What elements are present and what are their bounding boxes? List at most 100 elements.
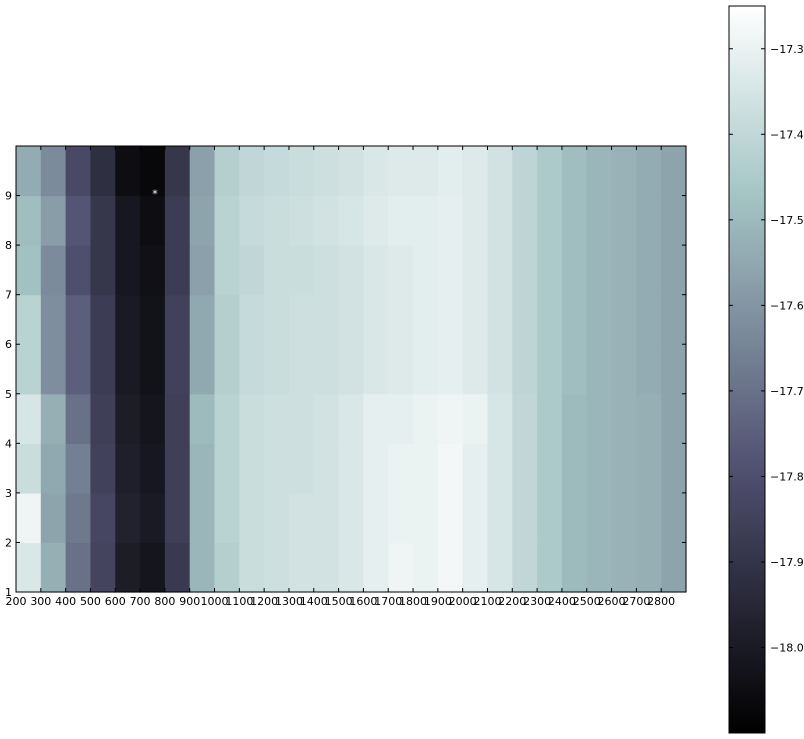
heatmap-cell (437, 294, 464, 345)
heatmap-cell (140, 195, 166, 246)
heatmap-cell (189, 393, 216, 444)
heatmap-cell (363, 344, 389, 395)
heatmap-cell (561, 294, 588, 345)
heatmap-cell (586, 443, 613, 494)
heatmap-cell (164, 492, 191, 544)
heatmap-cell (512, 393, 538, 444)
heatmap-cell (661, 195, 687, 246)
x-tick-label: 600 (105, 595, 126, 608)
heatmap-cell (90, 443, 116, 494)
heatmap-cell (65, 542, 92, 593)
heatmap-cell (40, 542, 67, 593)
heatmap-cell (338, 393, 364, 444)
heatmap-cell (611, 245, 637, 296)
heatmap-cell (164, 245, 191, 296)
heatmap-cell (462, 542, 489, 593)
heatmap-cell (413, 294, 439, 345)
heatmap-cell (239, 294, 265, 345)
heatmap-cell (90, 245, 116, 296)
heatmap-cell (239, 393, 265, 444)
heatmap-cell (462, 195, 489, 246)
heatmap-cell (338, 245, 364, 296)
heatmap-cell (586, 344, 613, 395)
heatmap-cell (90, 294, 116, 345)
heatmap-cell (537, 542, 563, 593)
y-tick-label: 7 (5, 289, 12, 302)
colorbar-tick-label: −17.8 (770, 470, 804, 483)
heatmap-cell (437, 195, 464, 246)
heatmap-cell (437, 146, 464, 197)
heatmap-cell (388, 443, 414, 494)
heatmap-cell (313, 245, 340, 296)
heatmap-cell (115, 393, 141, 444)
heatmap-cell (16, 294, 42, 345)
heatmap-cell (189, 542, 216, 593)
heatmap-cell (512, 195, 538, 246)
heatmap-cell (561, 146, 588, 197)
y-tick-label: 6 (5, 338, 12, 351)
heatmap-cell (65, 344, 92, 395)
heatmap-cell (462, 344, 489, 395)
x-tick-label: 1200 (250, 595, 278, 608)
heatmap-cell (214, 294, 240, 345)
x-tick-label: 1400 (300, 595, 328, 608)
heatmap-cell (586, 542, 613, 593)
heatmap-cell (264, 195, 290, 246)
heatmap-cell (611, 443, 637, 494)
heatmap-cell (388, 195, 414, 246)
heatmap-cell (413, 195, 439, 246)
heatmap-cell (164, 443, 191, 494)
heatmap-cell (338, 443, 364, 494)
heatmap-cell (164, 393, 191, 444)
x-tick-label: 2100 (473, 595, 501, 608)
x-tick-label: 2800 (647, 595, 675, 608)
heatmap-cell (288, 146, 315, 197)
heatmap-cell (90, 393, 116, 444)
x-tick-label: 2400 (548, 595, 576, 608)
heatmap-cell (537, 245, 563, 296)
heatmap-cell (661, 492, 687, 544)
heatmap-cell (115, 542, 141, 593)
x-tick-label: 2000 (449, 595, 477, 608)
heatmap-cell (437, 443, 464, 494)
heatmap-cell (561, 344, 588, 395)
x-tick-label: 1700 (374, 595, 402, 608)
heatmap-cell (661, 344, 687, 395)
heatmap-cell (437, 393, 464, 444)
heatmap-cell (611, 344, 637, 395)
heatmap-cell (413, 393, 439, 444)
heatmap-cell (413, 245, 439, 296)
heatmap-cell (40, 146, 67, 197)
heatmap-cell (16, 245, 42, 296)
heatmap-cell (90, 542, 116, 593)
heatmap-cell (16, 146, 42, 197)
y-tick-label: 1 (5, 586, 12, 599)
heatmap-cell (586, 195, 613, 246)
x-tick-label: 800 (154, 595, 175, 608)
heatmap-cell (487, 443, 513, 494)
heatmap-cell (611, 492, 637, 544)
x-tick-label: 2600 (598, 595, 626, 608)
heatmap-cell (189, 492, 216, 544)
heatmap-cell (140, 393, 166, 444)
heatmap-cell (437, 542, 464, 593)
heatmap-cell (487, 393, 513, 444)
heatmap-cell (487, 294, 513, 345)
heatmap-cell (338, 344, 364, 395)
heatmap-cell (239, 146, 265, 197)
heatmap-cell (388, 344, 414, 395)
x-tick-label: 2200 (498, 595, 526, 608)
heatmap-cell (586, 245, 613, 296)
heatmap-cell (313, 393, 340, 444)
colorbar-tick-label: −17.9 (770, 556, 804, 569)
heatmap-cell (16, 195, 42, 246)
heatmap-cell (338, 195, 364, 246)
heatmap-cell (512, 344, 538, 395)
heatmap-cell (264, 393, 290, 444)
heatmap-cell (413, 443, 439, 494)
heatmap-cell (313, 294, 340, 345)
heatmap-cell (388, 245, 414, 296)
heatmap-cell (313, 146, 340, 197)
heatmap-cell (636, 294, 662, 345)
heatmap-cell (338, 542, 364, 593)
